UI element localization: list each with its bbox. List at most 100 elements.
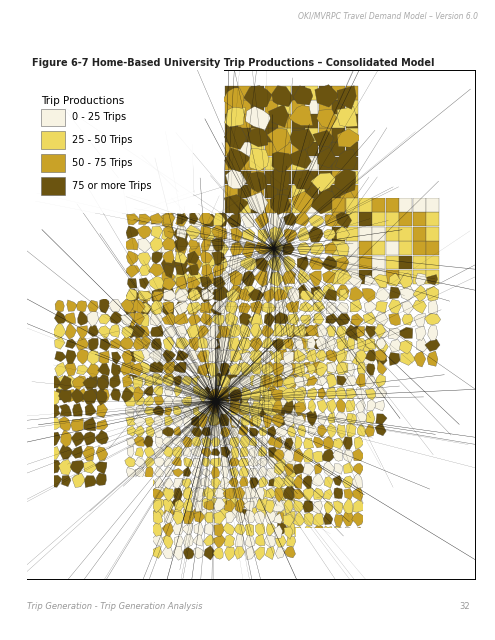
Polygon shape (49, 402, 60, 418)
Polygon shape (346, 100, 358, 114)
Polygon shape (332, 171, 345, 184)
Polygon shape (164, 264, 174, 278)
Polygon shape (138, 362, 150, 374)
Polygon shape (265, 185, 278, 198)
Polygon shape (230, 377, 241, 387)
Bar (41, 154, 65, 172)
Polygon shape (307, 387, 318, 400)
Polygon shape (163, 212, 175, 225)
Polygon shape (258, 499, 268, 509)
Polygon shape (229, 325, 242, 337)
Polygon shape (175, 243, 187, 255)
Polygon shape (120, 314, 133, 326)
Polygon shape (54, 351, 66, 362)
Polygon shape (316, 362, 328, 376)
Polygon shape (339, 289, 348, 300)
Polygon shape (413, 285, 427, 301)
Polygon shape (277, 436, 286, 448)
Polygon shape (278, 171, 291, 184)
Polygon shape (99, 374, 109, 388)
Polygon shape (98, 378, 109, 392)
Polygon shape (126, 226, 140, 239)
Polygon shape (365, 338, 375, 349)
Polygon shape (255, 487, 264, 500)
Polygon shape (199, 387, 209, 403)
Polygon shape (201, 428, 211, 436)
Polygon shape (163, 224, 175, 239)
Polygon shape (48, 390, 60, 404)
Polygon shape (285, 438, 294, 451)
Polygon shape (287, 338, 298, 351)
Polygon shape (294, 489, 305, 499)
Polygon shape (240, 312, 252, 326)
Polygon shape (303, 487, 315, 501)
Polygon shape (161, 255, 177, 271)
Polygon shape (121, 387, 134, 403)
Polygon shape (176, 289, 187, 302)
Polygon shape (268, 426, 277, 437)
Polygon shape (249, 436, 257, 447)
Polygon shape (313, 500, 323, 514)
Polygon shape (242, 387, 252, 403)
Polygon shape (427, 275, 438, 285)
Polygon shape (313, 313, 324, 324)
Polygon shape (265, 199, 278, 212)
Polygon shape (173, 478, 184, 488)
Polygon shape (192, 446, 203, 457)
Polygon shape (287, 350, 302, 361)
Polygon shape (346, 324, 357, 338)
Polygon shape (284, 499, 293, 514)
Polygon shape (241, 416, 248, 428)
Polygon shape (333, 526, 344, 538)
Polygon shape (149, 276, 164, 290)
Polygon shape (327, 423, 336, 438)
Polygon shape (350, 300, 362, 312)
Polygon shape (337, 129, 362, 147)
Polygon shape (155, 477, 164, 487)
Bar (32, 86, 193, 213)
Polygon shape (290, 148, 311, 169)
Polygon shape (214, 288, 227, 301)
Polygon shape (95, 461, 107, 474)
Polygon shape (150, 313, 162, 326)
Polygon shape (183, 487, 193, 499)
Polygon shape (249, 405, 259, 416)
Polygon shape (192, 396, 201, 407)
Polygon shape (265, 143, 278, 156)
Polygon shape (273, 289, 288, 301)
Polygon shape (239, 387, 250, 396)
Polygon shape (214, 213, 228, 227)
Polygon shape (230, 467, 239, 479)
Polygon shape (270, 212, 282, 228)
Polygon shape (174, 426, 181, 436)
Polygon shape (333, 501, 343, 515)
Polygon shape (251, 323, 263, 339)
Polygon shape (210, 374, 220, 386)
Polygon shape (274, 348, 282, 364)
Polygon shape (201, 289, 214, 300)
Polygon shape (426, 287, 439, 301)
Polygon shape (76, 337, 89, 351)
Polygon shape (202, 269, 215, 285)
Polygon shape (266, 467, 278, 479)
Polygon shape (193, 534, 202, 546)
Polygon shape (265, 547, 275, 559)
Polygon shape (324, 501, 333, 514)
Polygon shape (326, 302, 337, 314)
Polygon shape (324, 289, 337, 301)
Polygon shape (71, 388, 86, 404)
Polygon shape (238, 425, 248, 436)
Polygon shape (312, 474, 324, 486)
Polygon shape (386, 241, 399, 255)
Polygon shape (239, 401, 250, 414)
Polygon shape (240, 446, 248, 457)
Polygon shape (335, 464, 343, 474)
Polygon shape (110, 338, 123, 349)
Polygon shape (269, 227, 284, 243)
Polygon shape (376, 286, 390, 301)
Polygon shape (162, 488, 174, 499)
Polygon shape (249, 149, 269, 171)
Polygon shape (327, 362, 338, 373)
Polygon shape (174, 311, 188, 325)
Polygon shape (295, 363, 305, 377)
